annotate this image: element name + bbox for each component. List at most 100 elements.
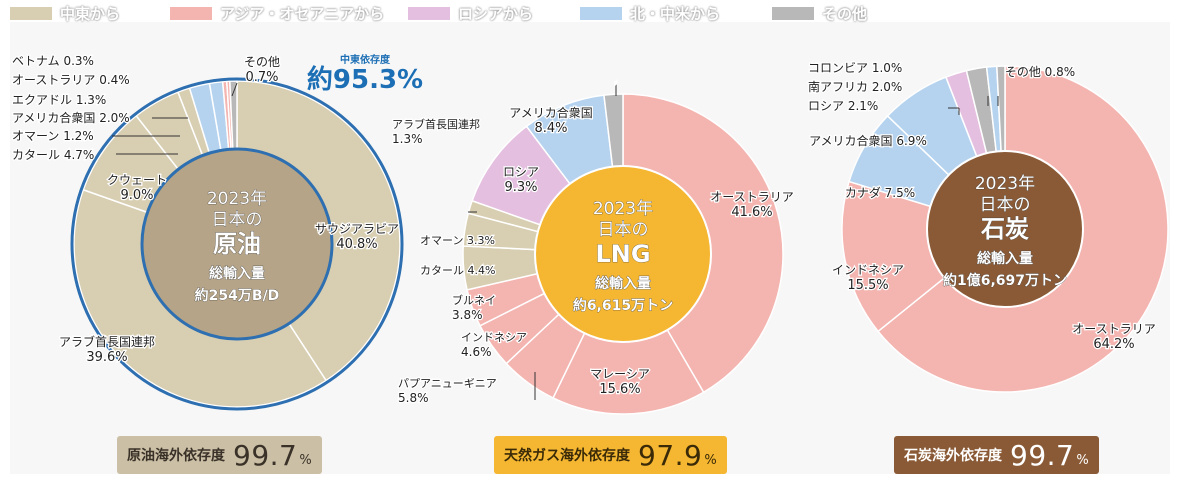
slice-label-name: パプアニューギニア — [398, 377, 497, 390]
legend-item-russia: ロシアから — [408, 3, 533, 24]
legend-item-north-central-america: 北・中米から — [580, 3, 720, 24]
center-text-lng-1: 日本の — [598, 220, 649, 240]
lng-dependency-badge: 天然ガス海外依存度 97.9 % — [494, 436, 727, 474]
dependency-label: 天然ガス海外依存度 — [504, 448, 630, 464]
legend-swatch — [580, 7, 622, 20]
slice-label-value: 8.4% — [534, 121, 567, 136]
legend-label: 北・中米から — [630, 5, 721, 23]
center-labels: 2023年日本の原油総輸入量約254万B/D2023年日本のLNG総輸入量約6,… — [194, 174, 1067, 315]
slice-label: カタール 4.4% — [420, 264, 495, 277]
pie-lng — [462, 93, 784, 415]
legend-swatch — [170, 7, 212, 20]
slice-label: コロンビア 1.0% — [808, 61, 902, 75]
dependency-unit: % — [1076, 453, 1089, 468]
center-text-oil-0: 2023年 — [207, 189, 267, 209]
legend-swatch — [772, 7, 814, 20]
center-text-oil-3: 総輸入量 — [209, 265, 265, 282]
center-text-lng-4: 約6,615万トン — [573, 297, 673, 314]
slice-label-value: 1.3% — [392, 132, 423, 146]
slice-label: 南アフリカ 2.0% — [808, 79, 902, 94]
slice-label: その他 1.9% — [616, 82, 617, 84]
slice-label: オマーン 1.2% — [12, 129, 94, 143]
legend-item-middle-east: 中東から — [10, 3, 120, 24]
center-text-lng-0: 2023年 — [593, 199, 653, 219]
slice-label-value: 41.6% — [731, 205, 772, 220]
pie-center-disc — [534, 165, 712, 343]
slice-label-name: マレーシア — [590, 367, 650, 381]
slice-label-value: 9.0% — [120, 188, 153, 203]
callout-value: 約95.3% — [306, 65, 424, 95]
middle-east-ring-outer — [70, 77, 404, 411]
slice-label-name: インドネシア — [461, 331, 527, 344]
slice-label-name: サウジアラビア — [315, 222, 399, 236]
dependency-unit: % — [704, 453, 717, 468]
legend-swatch — [408, 7, 450, 20]
slice-label-value: 9.3% — [504, 180, 537, 195]
dependency-value: 97.9 — [638, 438, 703, 472]
center-text-coal-0: 2023年 — [975, 174, 1035, 194]
pie-center-disc — [926, 150, 1084, 308]
callout-label: 中東依存度 — [340, 55, 390, 66]
slice-label: オーストラリア 0.4% — [12, 73, 130, 87]
oil-dependency-badge: 原油海外依存度 99.7 % — [117, 436, 322, 474]
legend-item-other: その他 — [772, 3, 867, 24]
slice-label-value: 5.8% — [398, 391, 429, 405]
slice-label: カタール 4.7% — [12, 148, 94, 162]
legend-item-asia-oceania: アジア・オセアニアから — [170, 3, 384, 24]
slice-label-name: ブルネイ — [452, 293, 496, 307]
slice-label-name: アメリカ合衆国 — [509, 105, 592, 120]
center-text-oil-4: 約254万B/D — [195, 287, 280, 304]
coal-dependency-badge: 石炭海外依存度 99.7 % — [894, 436, 1099, 474]
legend-label: 中東から — [60, 5, 121, 23]
legend-label: その他 — [822, 5, 868, 23]
slice-label: ロシア 2.1% — [808, 99, 878, 113]
legend: 中東から アジア・オセアニアから ロシアから 北・中米から その他 — [0, 0, 1200, 24]
slice-label: オマーン 3.3% — [420, 234, 495, 247]
dependency-value: 99.7 — [233, 438, 298, 472]
pie-coal — [841, 65, 1169, 393]
legend-label: ロシアから — [458, 5, 534, 23]
slice-label-value: 15.5% — [847, 278, 888, 293]
legend-swatch — [10, 7, 52, 20]
slice-label-value: 4.6% — [461, 345, 492, 359]
slice-label: アメリカ合衆国 2.0% — [12, 110, 130, 125]
dependency-unit: % — [299, 453, 312, 468]
slice-label: エクアドル 1.3% — [12, 93, 106, 107]
slice-label: その他 0.8% — [1005, 65, 1075, 79]
middle-east-dependency-callout: 中東依存度 約95.3% — [300, 51, 430, 94]
slice-label-name: アラブ首長国連邦 — [59, 334, 155, 349]
middle-east-ring-inner — [140, 147, 334, 341]
slice-label: アメリカ合衆国 6.9% — [809, 133, 927, 148]
slice-label-value: 64.2% — [1093, 337, 1134, 352]
center-text-coal-3: 総輸入量 — [977, 250, 1033, 267]
dependency-value: 99.7 — [1010, 438, 1075, 472]
center-text-oil-2: 原油 — [213, 230, 261, 258]
slice-label-value: 39.6% — [86, 350, 127, 365]
dependency-label: 石炭海外依存度 — [904, 448, 1002, 464]
dependency-label: 原油海外依存度 — [127, 448, 225, 464]
center-text-coal-4: 約1億6,697万トン — [943, 272, 1067, 289]
slice-label-name: クウェート — [107, 173, 167, 187]
slice-label: ベトナム 0.3% — [12, 54, 94, 68]
slice-label-name: アラブ首長国連邦 — [392, 117, 480, 131]
center-text-oil-1: 日本の — [212, 210, 263, 230]
center-text-coal-2: 石炭 — [980, 215, 1029, 243]
slice-label-value: 0.7% — [245, 70, 278, 85]
slice-label-name: オーストラリア — [710, 190, 793, 204]
slice-label-name: ロシア — [503, 165, 539, 179]
slice-label-value: 3.8% — [452, 308, 483, 322]
center-text-lng-3: 総輸入量 — [595, 275, 651, 292]
center-text-coal-1: 日本の — [980, 195, 1031, 215]
leader-line — [231, 82, 238, 97]
slice-label-name: オーストラリア — [1072, 322, 1155, 336]
slice-label-name: インドネシア — [832, 263, 904, 277]
pie-oil — [70, 77, 404, 411]
leader-lines — [112, 82, 999, 400]
slice-label-name: その他 — [244, 55, 280, 69]
slice-label-value: 40.8% — [336, 237, 377, 252]
slice-label-value: 15.6% — [599, 382, 640, 397]
legend-label: アジア・オセアニアから — [220, 5, 385, 23]
slice-label: カナダ 7.5% — [845, 185, 915, 200]
